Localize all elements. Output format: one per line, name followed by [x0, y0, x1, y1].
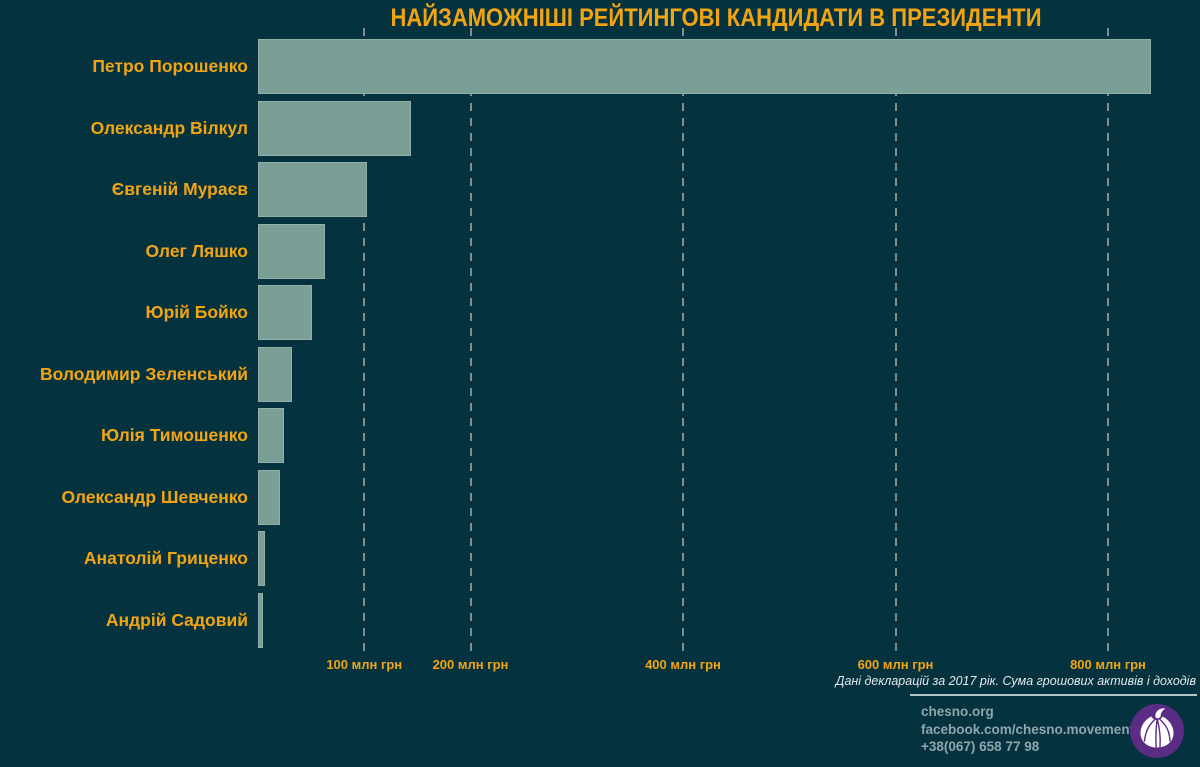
axis-tick-label: 400 млн грн	[645, 657, 721, 672]
value-bar	[258, 408, 284, 463]
chart-title: НАЙЗАМОЖНІШІ РЕЙТИНГОВІ КАНДИДАТИ В ПРЕЗ…	[390, 4, 1042, 32]
value-bar	[258, 224, 325, 279]
phone-text: +38(067) 658 77 98	[921, 739, 1040, 754]
value-bar	[258, 470, 281, 525]
candidate-label: Олександр Шевченко	[61, 487, 248, 507]
candidate-label: Юлія Тимошенко	[101, 425, 248, 445]
value-bar	[258, 531, 265, 586]
candidate-label: Анатолій Гриценко	[83, 548, 248, 568]
gridline	[363, 28, 366, 656]
candidate-label: Андрій Садовий	[105, 610, 248, 630]
gridline	[894, 28, 897, 656]
value-bar	[258, 101, 411, 156]
candidate-label: Володимир Зеленський	[39, 364, 248, 384]
garlic-icon	[1130, 704, 1184, 758]
candidate-label: Євгеній Мураєв	[111, 179, 248, 199]
footer-contacts: chesno.org facebook.com/chesno.movement …	[921, 703, 1135, 756]
gridline	[1107, 28, 1109, 656]
website-text: chesno.org	[921, 704, 994, 719]
value-bar	[258, 162, 368, 217]
axis-tick-label: 100 млн грн	[326, 657, 403, 672]
candidate-label: Петро Порошенко	[92, 56, 248, 76]
value-bar	[258, 39, 1151, 94]
candidate-label: Юрій Бойко	[145, 302, 248, 322]
data-source-footnote: Дані декларацій за 2017 рік. Сума грошов…	[835, 674, 1196, 688]
facebook-text: facebook.com/chesno.movement	[921, 721, 1135, 737]
value-bar	[258, 593, 264, 648]
candidate-label: Олександр Вілкул	[90, 118, 248, 138]
axis-tick-label: 200 млн грн	[432, 657, 509, 672]
gridline	[682, 28, 684, 656]
candidate-label: Олег Ляшко	[145, 241, 248, 261]
gridline	[469, 28, 472, 656]
value-bar	[258, 347, 292, 402]
separator-line	[910, 694, 1197, 696]
axis-tick-label: 600 млн грн	[857, 657, 934, 672]
value-bar	[258, 285, 313, 340]
chesno-logo	[1130, 704, 1184, 758]
axis-tick-label: 800 млн грн	[1070, 657, 1146, 672]
